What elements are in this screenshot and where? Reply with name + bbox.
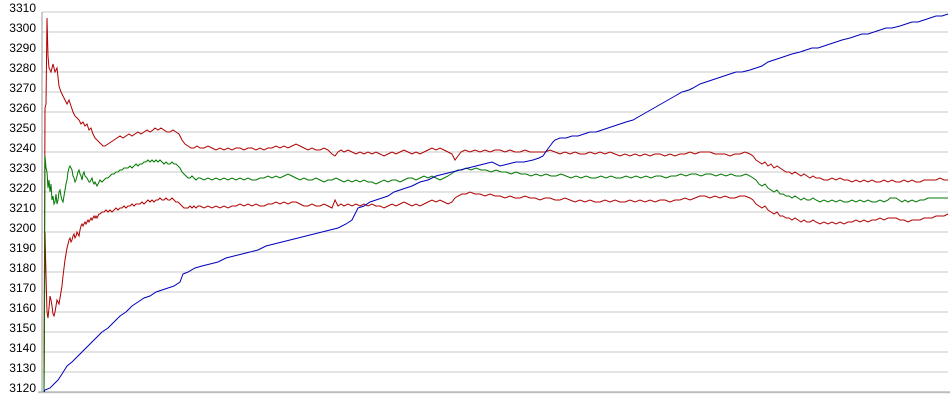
y-axis-label: 3120 — [9, 381, 36, 395]
y-axis-label: 3250 — [9, 121, 36, 135]
series-middle-line — [43, 155, 948, 393]
y-axis-label: 3260 — [9, 101, 36, 115]
y-axis-label: 3140 — [9, 341, 36, 355]
y-axis-label: 3280 — [9, 61, 36, 75]
y-axis-label: 3130 — [9, 361, 36, 375]
y-axis-label: 3290 — [9, 41, 36, 55]
y-axis-label: 3210 — [9, 201, 36, 215]
y-axis-label: 3200 — [9, 221, 36, 235]
y-axis-label: 3310 — [9, 1, 36, 15]
y-axis-label: 3240 — [9, 141, 36, 155]
y-axis-label: 3190 — [9, 241, 36, 255]
y-axis-label: 3180 — [9, 261, 36, 275]
y-axis-label: 3300 — [9, 21, 36, 35]
y-axis-label: 3150 — [9, 321, 36, 335]
series-upper-band — [43, 17, 948, 393]
y-axis-label: 3220 — [9, 181, 36, 195]
y-axis-label: 3230 — [9, 161, 36, 175]
y-axis-label: 3270 — [9, 81, 36, 95]
series-lower-band — [43, 191, 949, 393]
y-axis-label: 3160 — [9, 301, 36, 315]
series-equity-curve — [43, 13, 949, 393]
y-axis-label: 3170 — [9, 281, 36, 295]
